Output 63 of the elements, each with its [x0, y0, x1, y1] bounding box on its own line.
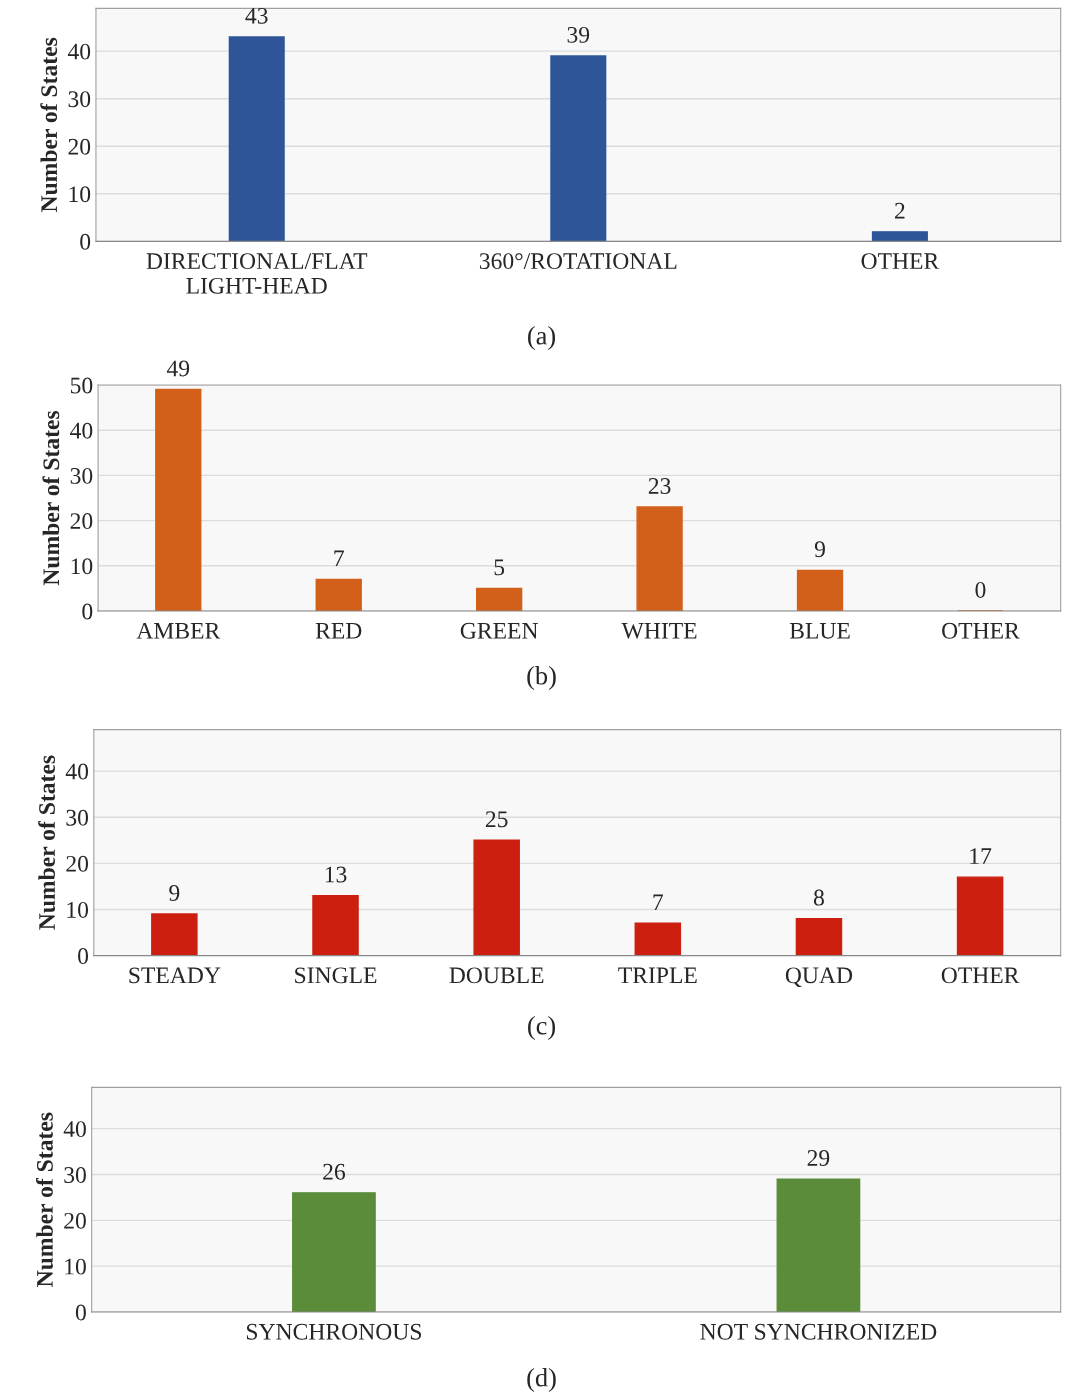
x-tick-label: BLUE [789, 623, 850, 639]
data-label: 29 [807, 1150, 830, 1166]
y-tick-label: 30 [64, 1166, 86, 1183]
y-tick-label: 10 [67, 901, 89, 918]
x-tick-label: NOT SYNCHRONIZED [700, 1323, 937, 1340]
data-label: 39 [567, 26, 590, 43]
y-tick-label: 10 [65, 1258, 86, 1275]
y-tick-label: 0 [82, 603, 93, 620]
y-tick-label: 50 [70, 377, 93, 394]
data-label: 13 [325, 866, 347, 883]
y-tick-label: 40 [63, 1121, 86, 1138]
data-label: 2 [895, 202, 905, 219]
y-tick-label: 10 [71, 558, 93, 575]
x-tick-label: WHITE [621, 623, 697, 639]
data-label: 0 [975, 581, 986, 598]
x-tick-label: OTHER [861, 253, 940, 270]
x-tick-label: SYNCHRONOUS [246, 1323, 422, 1340]
data-label: 23 [648, 478, 671, 494]
y-tick-label: 0 [80, 233, 91, 250]
x-tick-label: OTHER [942, 622, 1020, 639]
x-tick-label: OTHER [941, 967, 1020, 984]
data-label: 17 [970, 848, 992, 864]
y-tick-label: 0 [78, 948, 89, 964]
x-tick-label: GREEN [460, 622, 538, 639]
y-tick-label: 40 [67, 43, 91, 60]
data-label: 7 [653, 894, 664, 910]
y-axis-title: Number of States [36, 1112, 53, 1287]
data-label: 8 [813, 889, 824, 906]
y-tick-label: 40 [70, 422, 93, 439]
y-axis-title: Number of States [42, 410, 60, 586]
data-label: 5 [494, 559, 505, 576]
data-label: 9 [814, 541, 825, 558]
y-tick-label: 20 [70, 513, 93, 530]
data-label: 7 [334, 550, 344, 567]
data-label: 43 [245, 7, 268, 24]
x-tick-label: DIRECTIONAL/FLAT LIGHT-HEAD [146, 253, 368, 294]
x-tick-label: RED [315, 623, 362, 639]
y-axis-title: Number of States [40, 37, 58, 213]
y-tick-label: 30 [68, 91, 91, 108]
y-tick-label: 40 [65, 763, 89, 780]
y-tick-label: 20 [64, 1212, 86, 1229]
x-tick-label: DOUBLE [449, 967, 544, 984]
data-label: 26 [323, 1163, 346, 1180]
x-tick-label: QUAD [785, 967, 853, 987]
x-tick-label: SINGLE [295, 967, 377, 984]
y-axis-title: Number of States [38, 755, 56, 930]
data-label: 25 [485, 811, 508, 828]
y-tick-label: 0 [75, 1304, 86, 1321]
data-label: 9 [169, 885, 180, 901]
x-tick-label: 360°/ROTATIONAL [479, 253, 677, 270]
y-tick-label: 20 [68, 138, 91, 155]
text: (b) [527, 666, 556, 690]
y-tick-label: 20 [66, 855, 89, 872]
y-tick-label: 30 [70, 467, 93, 484]
x-tick-label: TRIPLE [618, 967, 697, 984]
x-tick-label: STEADY [129, 967, 221, 984]
data-label: 49 [166, 360, 190, 377]
text: (a) [528, 326, 556, 350]
y-tick-label: 10 [69, 186, 91, 203]
text: (c) [528, 1016, 556, 1040]
text: (d) [527, 1368, 556, 1392]
y-tick-label: 30 [66, 809, 89, 826]
x-tick-label: AMBER [136, 622, 221, 639]
